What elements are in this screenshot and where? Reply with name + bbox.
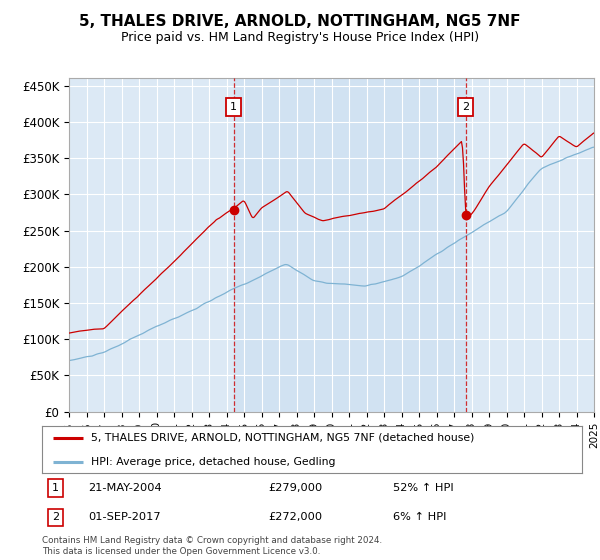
- Text: 1: 1: [52, 483, 59, 493]
- Text: 52% ↑ HPI: 52% ↑ HPI: [393, 483, 454, 493]
- Text: 1: 1: [230, 102, 237, 112]
- Text: £272,000: £272,000: [269, 512, 323, 522]
- Text: £279,000: £279,000: [269, 483, 323, 493]
- Text: 2: 2: [52, 512, 59, 522]
- Text: 5, THALES DRIVE, ARNOLD, NOTTINGHAM, NG5 7NF (detached house): 5, THALES DRIVE, ARNOLD, NOTTINGHAM, NG5…: [91, 433, 474, 443]
- Text: HPI: Average price, detached house, Gedling: HPI: Average price, detached house, Gedl…: [91, 457, 335, 467]
- Text: 21-MAY-2004: 21-MAY-2004: [88, 483, 161, 493]
- Text: 6% ↑ HPI: 6% ↑ HPI: [393, 512, 446, 522]
- Text: 5, THALES DRIVE, ARNOLD, NOTTINGHAM, NG5 7NF: 5, THALES DRIVE, ARNOLD, NOTTINGHAM, NG5…: [79, 14, 521, 29]
- Bar: [233, 78, 466, 412]
- Text: 01-SEP-2017: 01-SEP-2017: [88, 512, 161, 522]
- Text: 2: 2: [462, 102, 469, 112]
- Text: Contains HM Land Registry data © Crown copyright and database right 2024.
This d: Contains HM Land Registry data © Crown c…: [42, 536, 382, 556]
- Text: Price paid vs. HM Land Registry's House Price Index (HPI): Price paid vs. HM Land Registry's House …: [121, 31, 479, 44]
